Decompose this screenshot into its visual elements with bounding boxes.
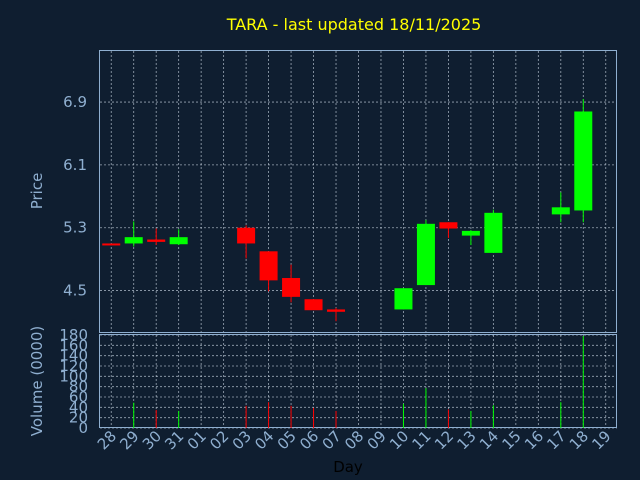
volume-axis-label: Volume (0000) [28, 326, 46, 436]
candle-body [304, 299, 323, 311]
candle-body [102, 243, 121, 246]
volume-tick-label: 100 [59, 367, 88, 385]
volume-tick-label: 80 [69, 378, 88, 396]
price-panel-grid [100, 51, 617, 333]
price-axis-ticks: 4.5 5.3 6.1 6.9 [63, 93, 87, 300]
price-tick-label: 5.3 [63, 219, 87, 237]
candle-body [282, 278, 301, 297]
candle-body [551, 207, 570, 215]
price-panel-frame [99, 50, 617, 333]
candle-body [327, 309, 346, 312]
volume-tick-label: 160 [59, 336, 88, 354]
volume-panel-grid [100, 334, 617, 429]
candle-body [237, 227, 256, 244]
volume-tick-label: 40 [69, 398, 88, 416]
candle-body [574, 111, 593, 211]
candle-body [147, 239, 166, 242]
candle-body [124, 237, 143, 244]
candle-body [439, 222, 458, 229]
price-tick-label: 6.9 [63, 93, 87, 111]
candle-body [394, 288, 413, 310]
candle-body [259, 251, 278, 281]
x-axis-ticks: 2829303101020304050607080910111213141516… [94, 427, 615, 453]
volume-tick-label: 140 [59, 347, 88, 365]
volume-tick-label: 120 [59, 357, 88, 375]
price-axis-label: Price [28, 173, 46, 210]
price-tick-label: 6.1 [63, 156, 87, 174]
x-tick-label: 19 [588, 427, 614, 453]
candle-body [484, 212, 503, 253]
candle-body [169, 237, 188, 245]
x-axis-label: Day [333, 458, 363, 476]
chart-title: TARA - last updated 18/11/2025 [226, 15, 482, 34]
volume-tick-label: 0 [78, 419, 88, 437]
candle-body [461, 230, 480, 236]
candlesticks [102, 98, 593, 322]
volume-bars [133, 336, 584, 428]
candle-body [416, 223, 435, 286]
volume-tick-label: 180 [59, 326, 88, 344]
price-tick-label: 4.5 [63, 282, 87, 300]
volume-tick-label: 20 [69, 409, 88, 427]
volume-panel-frame [99, 334, 617, 428]
volume-tick-label: 60 [69, 388, 88, 406]
